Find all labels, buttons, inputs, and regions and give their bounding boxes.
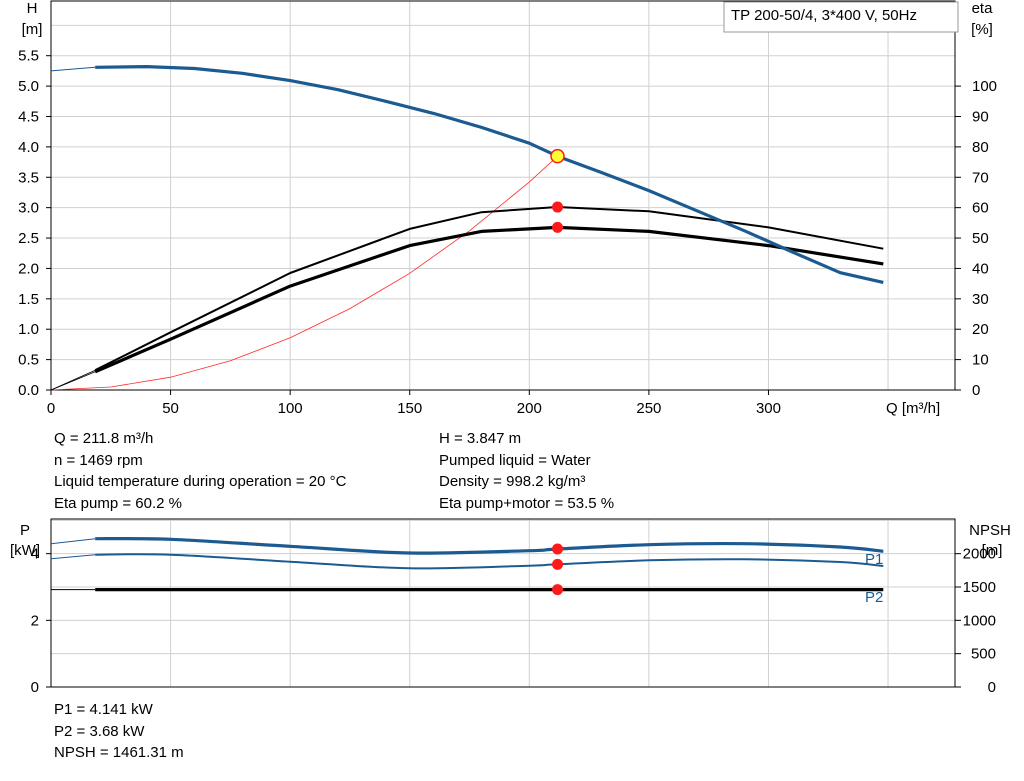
bottom-chart-axes: 0 2 4 0 500 1000 1500 2000 [31, 518, 996, 696]
top-chart-labels: H [m] eta [%] Q [m³/h] TP 200-50/4, 3*40… [22, 0, 994, 417]
h-tick-label: 4.0 [18, 139, 39, 156]
operating-point-info-left: Q = 211.8 m³/h n = 1469 rpm Liquid tempe… [54, 428, 346, 514]
power-info: P1 = 4.141 kW P2 = 3.68 kW NPSH = 1461.3… [54, 699, 184, 764]
eta-tick-label: 100 [972, 78, 997, 95]
p-tick-label: 4 [31, 546, 39, 563]
h-tick-label: 3.5 [18, 169, 39, 186]
x-tick-label: 150 [397, 400, 422, 417]
npsh-value: NPSH = 1461.31 m [54, 744, 184, 761]
duty-point-efficiency [552, 201, 564, 213]
eta-tick-label: 40 [972, 260, 989, 277]
top-chart-grid [51, 1, 955, 391]
eta-tick-label: 90 [972, 108, 989, 125]
operating-point-info-right: H = 3.847 m Pumped liquid = Water Densit… [439, 428, 614, 514]
flow-value: Q = 211.8 m³/h [54, 430, 154, 447]
head-value: H = 3.847 m [439, 430, 522, 447]
head-curve-extension [50, 66, 96, 72]
p2-series-label: P2 [865, 589, 883, 606]
eta-tick-label: 20 [972, 321, 989, 338]
chart-title: TP 200-50/4, 3*400 V, 50Hz [731, 7, 917, 24]
liquid-temperature-value: Liquid temperature during operation = 20… [54, 473, 347, 490]
p-tick-label: 0 [31, 679, 39, 696]
eta-tick-label: 10 [972, 352, 989, 369]
speed-value: n = 1469 rpm [54, 451, 143, 469]
top-plot-frame [50, 0, 956, 391]
h-tick-label: 2.5 [18, 230, 39, 247]
bottom-chart-labels: P [kW] NPSH [m] P1 P2 [10, 522, 1011, 606]
eta-pump-motor-curve [94, 225, 884, 374]
duty-point-power [552, 543, 564, 555]
p-axis-label-line2: [kW] [10, 542, 40, 559]
h-tick-label: 2.0 [18, 260, 39, 277]
p1-curve-extension [50, 538, 96, 545]
h-tick-label: 0.5 [18, 352, 39, 369]
p1-value: P1 = 4.141 kW [54, 701, 153, 718]
eta-pump-motor-curve-extension [50, 371, 96, 391]
p-tick-label: 2 [31, 612, 39, 629]
eta-pump-motor-value: Eta pump+motor = 53.5 % [439, 494, 615, 512]
p2-curve [95, 553, 884, 570]
eta-pump-curve [94, 206, 884, 372]
p-axis-label-line1: P [20, 522, 30, 539]
duty-point-power [552, 558, 564, 570]
h-tick-label: 5.0 [18, 78, 39, 95]
eta-axis-label-line2: [%] [971, 21, 993, 38]
density-value: Density = 998.2 kg/m³ [439, 473, 586, 490]
eta-tick-label: 30 [972, 291, 989, 308]
npsh-axis-label-line1: NPSH [969, 522, 1011, 539]
duty-point-head [550, 148, 565, 164]
npsh-tick-label: 500 [971, 646, 996, 663]
p1-series-label: P1 [865, 551, 883, 568]
eta-tick-label: 70 [972, 169, 989, 186]
eta-tick-label: 50 [972, 230, 989, 247]
x-tick-label: 50 [162, 400, 179, 417]
h-tick-label: 3.0 [18, 200, 39, 217]
duty-point-efficiency [552, 221, 564, 233]
pumped-liquid-value: Pumped liquid = Water [439, 451, 591, 469]
h-axis-label-line2: [m] [22, 21, 43, 38]
bottom-plot-frame [50, 518, 956, 688]
h-tick-label: 0.0 [18, 382, 39, 399]
duty-point-power [552, 584, 564, 596]
p1-curve [95, 536, 884, 555]
h-tick-label: 1.0 [18, 321, 39, 338]
eta-tick-label: 0 [972, 382, 980, 399]
npsh-axis-label-line2: [m] [982, 542, 1003, 559]
h-axis-label-line1: H [27, 0, 38, 17]
eta-tick-label: 60 [972, 200, 989, 217]
x-tick-label: 200 [517, 400, 542, 417]
system-curve [50, 155, 558, 391]
head-curve [95, 65, 884, 284]
eta-tick-label: 80 [972, 139, 989, 156]
x-tick-label: 0 [47, 400, 55, 417]
q-axis-label: Q [m³/h] [886, 400, 940, 417]
top-chart-axes: 0 50 100 150 200 250 3000.00.51.01.52.02.53.03… [18, 0, 997, 417]
top-chart-series [50, 65, 884, 391]
x-tick-label: 100 [278, 400, 303, 417]
bottom-chart-series [50, 536, 884, 596]
p2-curve-extension [50, 554, 96, 560]
eta-pump-value: Eta pump = 60.2 % [54, 494, 182, 512]
bottom-chart-grid [51, 519, 955, 687]
eta-axis-label-line1: eta [972, 0, 994, 17]
x-tick-label: 300 [756, 400, 781, 417]
npsh-tick-label: 0 [988, 679, 996, 696]
npsh-tick-label: 1500 [963, 579, 996, 596]
h-tick-label: 4.5 [18, 108, 39, 125]
chart-title-box [723, 1, 959, 33]
npsh-tick-label: 2000 [963, 546, 996, 563]
npsh-tick-label: 1000 [963, 612, 996, 629]
x-tick-label: 250 [636, 400, 661, 417]
h-tick-label: 1.5 [18, 291, 39, 308]
h-tick-label: 5.5 [18, 48, 39, 65]
p2-value: P2 = 3.68 kW [54, 722, 145, 740]
